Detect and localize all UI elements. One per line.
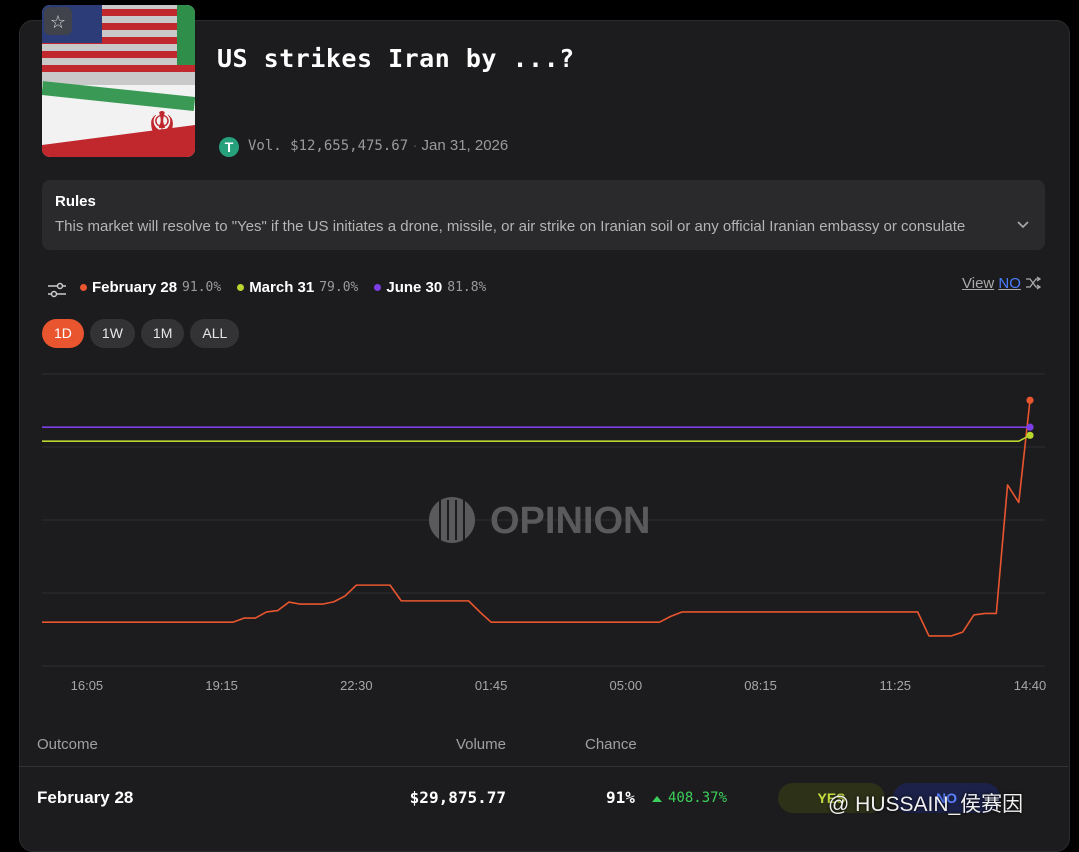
rules-panel[interactable]: Rules This market will resolve to "Yes" … [42, 180, 1045, 250]
series-line [42, 434, 1031, 442]
legend-label: March 31 [249, 279, 315, 296]
timeframe-button[interactable]: 1D [42, 319, 84, 348]
series-end-dot [1026, 431, 1034, 439]
watermark: @ HUSSAIN_侯赛因 [828, 793, 1024, 816]
svg-text:☬: ☬ [148, 105, 176, 149]
view-side: NO [998, 275, 1021, 292]
x-tick-label: 16:05 [71, 678, 104, 693]
outcome-chance: 91% [606, 788, 635, 807]
rules-text: This market will resolve to "Yes" if the… [55, 218, 966, 235]
x-tick-label: 08:15 [744, 678, 777, 693]
volume: Vol. $12,655,475.67 [248, 138, 409, 154]
outcome-volume: $29,875.77 [409, 788, 506, 807]
up-arrow [652, 796, 662, 802]
x-tick-label: 05:00 [610, 678, 643, 693]
legend-dot [374, 284, 382, 291]
series-line [42, 400, 1031, 637]
col-header: Chance [585, 736, 637, 753]
view-label: View [962, 275, 995, 292]
legend-item: March 31 79.0% [237, 279, 358, 296]
col-header: Volume [455, 736, 506, 753]
series-end-dot [1026, 396, 1034, 404]
x-tick-label: 22:30 [340, 678, 373, 693]
col-header: Outcome [37, 736, 98, 753]
legend-label: June 30 [386, 279, 443, 296]
tether-icon: T [219, 137, 239, 157]
legend-item: February 28 91.0% [80, 279, 221, 296]
legend-value: 91.0% [182, 280, 222, 295]
timeframe-tabs: 1D 1W 1M ALL [42, 319, 240, 348]
legend-value: 79.0% [319, 280, 359, 295]
watermark-text: OPINION [490, 500, 650, 542]
legend-dot [237, 284, 245, 291]
legend: February 28 91.0% March 31 79.0% June 30 81.8… [80, 279, 486, 296]
market-image: ☬ ☆ [42, 5, 195, 157]
chart-watermark: OPINION [429, 497, 650, 543]
legend-value: 81.8% [447, 280, 487, 295]
x-tick-label: 14:40 [1014, 678, 1047, 693]
view-toggle[interactable]: View NO [962, 275, 1042, 292]
legend-dot [80, 284, 87, 291]
legend-item: June 30 81.8% [374, 279, 486, 296]
market-card [19, 20, 1070, 852]
timeframe-button[interactable]: 1M [140, 319, 185, 348]
end-date: Jan 31, 2026 [421, 137, 509, 154]
series-end-dot [1026, 423, 1034, 431]
watermark-logo [429, 497, 475, 543]
x-tick-label: 01:45 [475, 678, 508, 693]
divider [19, 766, 1068, 767]
yes-button[interactable]: YES [778, 783, 885, 813]
price-chart: OPINION 16:05 19:15 22:30 01:45 05:00 08:15 11:… [42, 373, 1047, 693]
outcome-change: 408.37% [668, 790, 728, 806]
outcome-name: February 28 [37, 788, 134, 807]
screen: {"header": {"title": "US strikes Iran by… [19, 5, 1070, 852]
expand-icon[interactable] [1016, 220, 1030, 230]
x-tick-label: 11:25 [879, 678, 911, 693]
svg-text:T: T [225, 139, 234, 155]
timeframe-button[interactable]: 1W [89, 319, 135, 348]
market-meta: Vol. $12,655,475.67 · Jan 31, 2026 [248, 137, 509, 154]
x-tick-label: 19:15 [205, 678, 238, 693]
no-button[interactable]: NO [893, 783, 1000, 813]
rules-title: Rules [55, 193, 96, 210]
market-title: US strikes Iran by ...? [217, 44, 575, 73]
switch-icon [1026, 276, 1042, 290]
timeframe-button[interactable]: ALL [190, 319, 240, 348]
svg-text:☆: ☆ [50, 12, 66, 32]
filter-icon[interactable] [46, 281, 68, 299]
legend-label: February 28 [92, 279, 178, 296]
page: US strikes Iran by ...? html, body { mar… [19, 5, 1070, 852]
